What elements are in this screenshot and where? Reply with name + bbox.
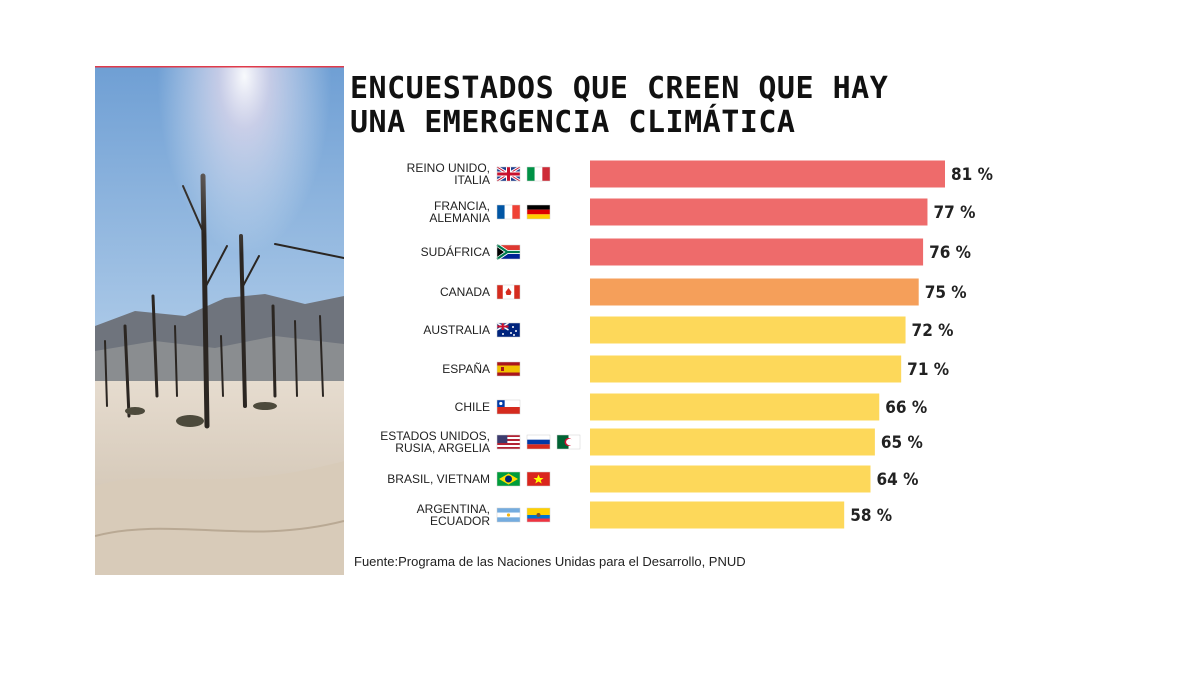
value-label: 71 %: [907, 360, 949, 380]
category-label: CHILE: [455, 400, 490, 414]
france-flag-icon: [496, 204, 521, 220]
bar: [590, 393, 880, 421]
value-label: 75 %: [925, 283, 967, 303]
category-label: RUSIA, ARGELIA: [395, 441, 490, 455]
bar-row: 65 % ESTADOS UNIDOS,RUSIA, ARGELIA: [380, 428, 923, 456]
category-label: ESTADOS UNIDOS,: [380, 429, 490, 443]
value-label: 76 %: [929, 243, 971, 263]
vietnam-flag-icon: [526, 471, 551, 487]
bar: [590, 355, 902, 383]
value-label: 65 %: [881, 433, 923, 453]
category-label: CANADA: [440, 285, 490, 299]
bar: [590, 316, 906, 344]
bar: [590, 465, 871, 493]
bar: [590, 278, 919, 306]
australia-flag-icon: [496, 322, 521, 338]
bar-row: 76 % SUDÁFRICA: [421, 238, 971, 266]
bar: [590, 198, 928, 226]
category-label: FRANCIA,: [434, 199, 490, 213]
bar-row: 75 % CANADA: [440, 278, 967, 306]
bar: [590, 428, 875, 456]
bar-row: 64 % BRASIL, VIETNAM: [387, 465, 918, 493]
germany-flag-icon: [526, 204, 551, 220]
value-label: 58 %: [850, 506, 892, 526]
ecuador-flag-icon: [526, 507, 551, 523]
usa-flag-icon: [496, 434, 521, 450]
chart-title-line-2: UNA EMERGENCIA CLIMÁTICA: [350, 105, 796, 140]
category-label: ALEMANIA: [429, 211, 490, 225]
category-label: ITALIA: [454, 173, 490, 187]
photo-illustration: [95, 66, 344, 575]
source-note: Fuente:Programa de las Naciones Unidas p…: [354, 554, 746, 569]
chart-title-line-1: ENCUESTADOS QUE CREEN QUE HAY: [350, 71, 889, 106]
algeria-flag-icon: [556, 434, 581, 450]
bar: [590, 238, 924, 266]
value-label: 81 %: [951, 165, 993, 185]
dead-trees-desert-photo: [95, 66, 344, 575]
uk-flag-icon: [496, 165, 521, 183]
bar-row: 72 % AUSTRALIA: [423, 316, 954, 344]
value-label: 77 %: [933, 203, 975, 223]
italy-flag-icon: [526, 166, 551, 182]
category-label: ECUADOR: [430, 514, 490, 528]
category-label: BRASIL, VIETNAM: [387, 472, 490, 486]
bar-row: 77 % FRANCIA,ALEMANIA: [429, 198, 975, 226]
canada-flag-icon: [496, 284, 521, 300]
value-label: 66 %: [885, 398, 927, 418]
bar: [590, 501, 845, 529]
bar: [590, 160, 945, 188]
bar-row: 71 % ESPAÑA: [442, 355, 949, 383]
south-africa-flag-icon: [495, 243, 521, 261]
russia-flag-icon: [526, 434, 551, 450]
brazil-flag-icon: [496, 471, 521, 487]
category-label: REINO UNIDO,: [407, 161, 490, 175]
bar-row: 58 % ARGENTINA,ECUADOR: [417, 501, 892, 529]
category-label: ESPAÑA: [442, 362, 490, 376]
value-label: 64 %: [876, 470, 918, 490]
chart-title: ENCUESTADOS QUE CREEN QUE HAY UNA EMERGE…: [350, 72, 1130, 140]
value-label: 72 %: [912, 321, 954, 341]
chile-flag-icon: [496, 399, 521, 415]
argentina-flag-icon: [496, 507, 521, 523]
category-label: SUDÁFRICA: [421, 244, 490, 259]
category-label: ARGENTINA,: [417, 502, 490, 516]
bar-row: 81 % REINO UNIDO,ITALIA: [407, 160, 993, 188]
category-label: AUSTRALIA: [423, 323, 490, 337]
bar-row: 66 % CHILE: [455, 393, 927, 421]
spain-flag-icon: [496, 361, 521, 377]
